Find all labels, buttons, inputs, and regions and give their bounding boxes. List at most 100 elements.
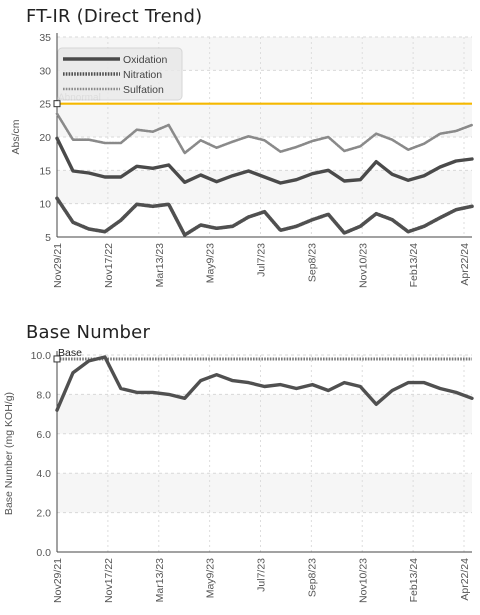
data-point bbox=[136, 166, 138, 168]
data-point bbox=[407, 180, 409, 182]
y-tick-label: 30 bbox=[39, 65, 51, 77]
x-tick-label: Nov29/21 bbox=[52, 243, 64, 288]
data-point bbox=[248, 382, 250, 384]
data-point bbox=[264, 386, 266, 388]
data-point bbox=[56, 138, 58, 140]
data-point bbox=[88, 228, 90, 230]
data-point bbox=[88, 139, 90, 141]
data-point bbox=[72, 222, 74, 224]
data-point bbox=[296, 388, 298, 390]
data-point bbox=[120, 176, 122, 178]
data-point bbox=[471, 206, 473, 208]
legend: Oxidation Nitration Sulfation bbox=[57, 47, 183, 101]
data-point bbox=[88, 172, 90, 174]
legend-label-oxidation: Oxidation bbox=[123, 54, 168, 66]
base-number-chart: 0.0 2.0 4.0 6.0 8.0 10.0 Nov29/21 Nov17/22 Mar13… bbox=[3, 347, 474, 603]
data-point bbox=[375, 213, 377, 215]
ftir-chart-title: FT-IR (Direct Trend) bbox=[26, 6, 203, 27]
data-point bbox=[200, 174, 202, 176]
data-point bbox=[423, 226, 425, 228]
data-point bbox=[120, 142, 122, 144]
y-tick-label: 0.0 bbox=[36, 547, 51, 559]
x-tick-label: May9/23 bbox=[205, 558, 217, 598]
data-point bbox=[120, 388, 122, 390]
sulfation-line bbox=[55, 112, 474, 155]
data-point bbox=[56, 409, 58, 411]
data-point bbox=[391, 219, 393, 221]
x-tick-label: Nov17/22 bbox=[103, 558, 115, 603]
data-point bbox=[136, 204, 138, 206]
data-point bbox=[56, 198, 58, 200]
base-label: Base bbox=[58, 347, 82, 359]
y-tick-label: 5 bbox=[45, 232, 51, 244]
data-point bbox=[471, 398, 473, 400]
data-point bbox=[312, 219, 314, 221]
base-number-line bbox=[55, 355, 474, 412]
data-point bbox=[200, 224, 202, 226]
y-tick-label: 25 bbox=[39, 99, 51, 111]
data-point bbox=[328, 136, 330, 138]
data-point bbox=[359, 179, 361, 181]
data-point bbox=[296, 146, 298, 148]
y-tick-label: 20 bbox=[39, 132, 51, 144]
data-point bbox=[328, 214, 330, 216]
data-point bbox=[407, 231, 409, 233]
data-point bbox=[184, 398, 186, 400]
data-point bbox=[104, 176, 106, 178]
nitration-line bbox=[55, 196, 474, 237]
data-point bbox=[264, 176, 266, 178]
data-point bbox=[104, 142, 106, 144]
data-point bbox=[455, 130, 457, 132]
series-nitration bbox=[55, 196, 474, 237]
data-point bbox=[439, 133, 441, 135]
data-point bbox=[391, 390, 393, 392]
data-point bbox=[184, 234, 186, 236]
x-tick-label: Apr22/24 bbox=[459, 243, 471, 286]
x-tick-label: Mar13/23 bbox=[154, 243, 166, 288]
x-tick-label: Jul7/23 bbox=[256, 243, 268, 277]
base-number-chart-title: Base Number bbox=[26, 322, 151, 343]
data-point bbox=[328, 170, 330, 172]
x-tick-label: Feb13/24 bbox=[408, 558, 420, 603]
data-point bbox=[216, 228, 218, 230]
data-point bbox=[423, 175, 425, 177]
data-point bbox=[312, 384, 314, 386]
x-tick-label: May9/23 bbox=[205, 243, 217, 283]
data-point bbox=[359, 386, 361, 388]
data-point bbox=[104, 231, 106, 233]
x-tick-label: Jul7/23 bbox=[256, 558, 268, 592]
data-point bbox=[152, 131, 154, 133]
data-point bbox=[455, 160, 457, 162]
data-point bbox=[344, 150, 346, 152]
data-point bbox=[264, 211, 266, 213]
data-point bbox=[471, 158, 473, 160]
data-point bbox=[168, 204, 170, 206]
series-base-number bbox=[55, 355, 474, 412]
data-point bbox=[232, 141, 234, 143]
data-point bbox=[344, 382, 346, 384]
data-point bbox=[391, 139, 393, 141]
grid-band bbox=[57, 394, 472, 434]
data-point bbox=[423, 143, 425, 145]
data-point bbox=[296, 179, 298, 181]
data-point bbox=[104, 356, 106, 358]
x-tick-label: Nov17/22 bbox=[103, 243, 115, 288]
abnormal-marker bbox=[53, 100, 61, 108]
data-point bbox=[232, 380, 234, 382]
y-axis-label: Base Number (mg KOH/g) bbox=[3, 392, 15, 515]
data-point bbox=[184, 182, 186, 184]
data-point bbox=[264, 140, 266, 142]
y-tick-label: 35 bbox=[39, 32, 51, 44]
data-point bbox=[72, 170, 74, 172]
data-point bbox=[136, 129, 138, 131]
y-tick-label: 10.0 bbox=[31, 350, 52, 362]
data-point bbox=[359, 226, 361, 228]
y-tick-label: 10 bbox=[39, 199, 51, 211]
data-point bbox=[407, 149, 409, 151]
data-point bbox=[232, 175, 234, 177]
data-point bbox=[328, 390, 330, 392]
x-tick-label: Nov10/23 bbox=[357, 558, 369, 603]
data-point bbox=[296, 226, 298, 228]
data-point bbox=[280, 230, 282, 232]
data-point bbox=[152, 168, 154, 170]
